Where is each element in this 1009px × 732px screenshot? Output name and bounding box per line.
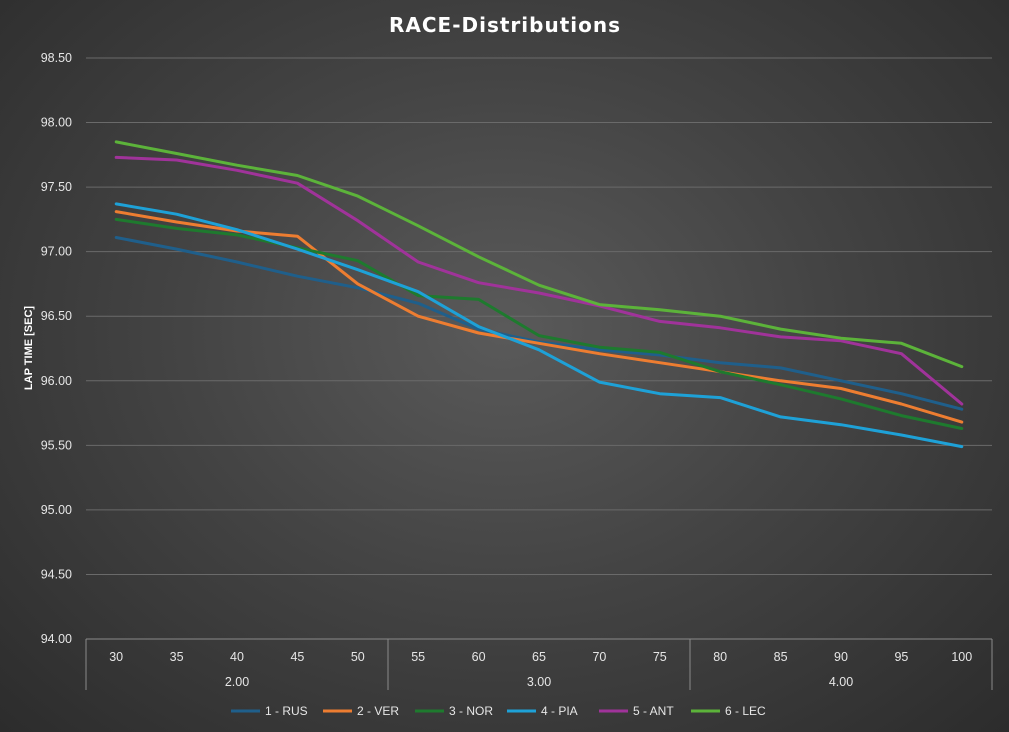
x-tick-label: 55	[411, 650, 425, 664]
x-tick-label: 30	[109, 650, 123, 664]
legend: 1 - RUS 2 - VER 3 - NOR 4 - PIA 5 - ANT 6 - L…	[231, 704, 766, 718]
x-group-label: 3.00	[527, 675, 551, 689]
series-lines	[114, 140, 964, 449]
y-tick-label: 97.50	[41, 180, 72, 194]
legend-label-rus: 1 - RUS	[265, 704, 308, 718]
chart-title: RACE-Distributions	[389, 13, 621, 37]
y-tick-label: 95.00	[41, 503, 72, 517]
x-tick-label: 90	[834, 650, 848, 664]
x-axis: 30 35 40 45 50 55 60 65 70 75 80 85 90 95 100 2.00 3.00 4…	[85, 639, 993, 690]
y-tick-label: 98.00	[41, 116, 72, 130]
y-tick-label: 96.00	[41, 374, 72, 388]
x-tick-label: 35	[170, 650, 184, 664]
series-line-ant	[114, 155, 964, 406]
x-tick-label: 100	[951, 650, 972, 664]
y-tick-label: 95.50	[41, 438, 72, 452]
legend-label-nor: 3 - NOR	[449, 704, 493, 718]
legend-label-lec: 6 - LEC	[725, 704, 766, 718]
x-tick-label: 60	[472, 650, 486, 664]
x-tick-label: 65	[532, 650, 546, 664]
series-line-lec	[114, 140, 964, 369]
y-tick-label: 96.50	[41, 309, 72, 323]
x-tick-label: 80	[713, 650, 727, 664]
x-group-label: 2.00	[225, 675, 249, 689]
y-tick-label: 94.50	[41, 567, 72, 581]
y-axis-label: LAP TIME [SEC]	[23, 306, 35, 390]
x-group-label: 4.00	[829, 675, 853, 689]
y-tick-label: 94.00	[41, 632, 72, 646]
legend-label-ver: 2 - VER	[357, 704, 399, 718]
y-tick-label: 97.00	[41, 245, 72, 259]
x-tick-label: 45	[290, 650, 304, 664]
gridlines	[86, 57, 992, 640]
series-line-nor	[114, 217, 964, 430]
series-line-ver	[114, 210, 964, 424]
y-axis-tick-labels: 94.00 94.50 95.00 95.50 96.00 96.50 97.00 97.50…	[41, 51, 72, 646]
x-tick-label: 70	[592, 650, 606, 664]
x-tick-label: 75	[653, 650, 667, 664]
series-line-pia	[114, 202, 964, 449]
y-tick-label: 98.50	[41, 51, 72, 65]
x-tick-label: 85	[774, 650, 788, 664]
x-tick-label: 95	[894, 650, 908, 664]
legend-label-pia: 4 - PIA	[541, 704, 578, 718]
x-tick-label: 40	[230, 650, 244, 664]
legend-label-ant: 5 - ANT	[633, 704, 674, 718]
series-line-rus	[114, 236, 964, 411]
x-tick-label: 50	[351, 650, 365, 664]
